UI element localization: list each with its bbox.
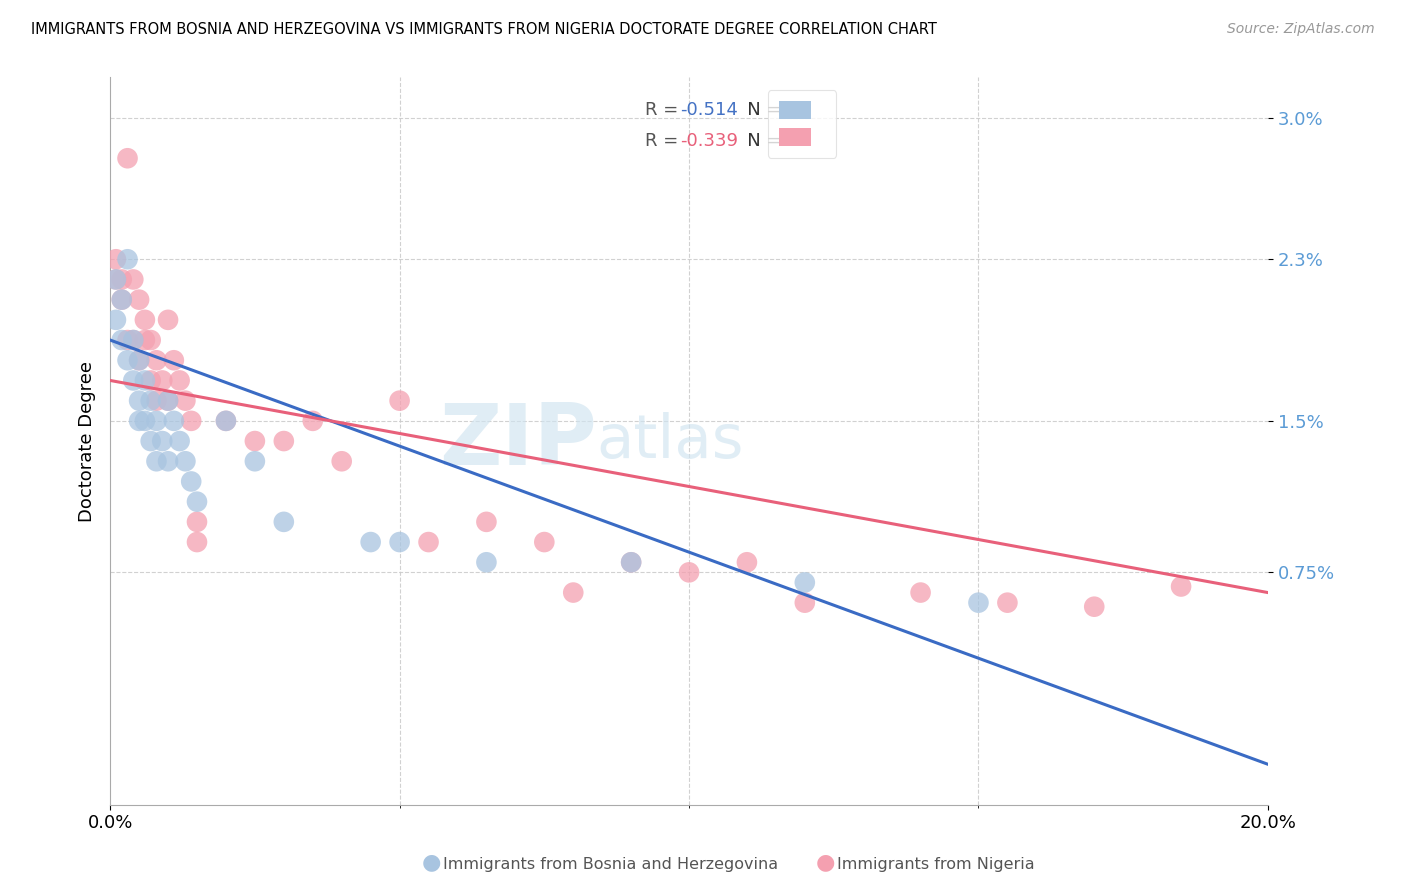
Point: [150, 374, 173, 388]
Point: [301, 414, 323, 428]
Text: ●: ●: [815, 853, 835, 872]
Point: [418, 535, 440, 549]
Point: [111, 293, 134, 307]
Point: [128, 293, 150, 307]
Point: [1170, 580, 1192, 594]
Point: [128, 353, 150, 368]
Point: [620, 555, 643, 569]
Point: [145, 353, 167, 368]
Point: [104, 272, 127, 286]
Point: [139, 434, 162, 448]
Point: [180, 475, 202, 489]
Point: [174, 393, 197, 408]
Text: Source: ZipAtlas.com: Source: ZipAtlas.com: [1227, 22, 1375, 37]
Point: [150, 434, 173, 448]
Text: -0.514: -0.514: [679, 101, 738, 120]
Point: [157, 313, 180, 327]
Point: [215, 414, 238, 428]
Point: [104, 252, 127, 267]
Point: [139, 333, 162, 347]
Point: [111, 272, 134, 286]
Point: [186, 535, 208, 549]
Point: [139, 374, 162, 388]
Text: R =: R =: [645, 101, 685, 120]
Point: [967, 596, 990, 610]
Point: [157, 393, 180, 408]
Point: [620, 555, 643, 569]
Text: Immigrants from Nigeria: Immigrants from Nigeria: [837, 857, 1035, 872]
Point: [157, 454, 180, 468]
Point: [243, 454, 266, 468]
Point: [128, 353, 150, 368]
Point: [475, 555, 498, 569]
Point: [533, 535, 555, 549]
Point: [122, 374, 145, 388]
Point: [163, 414, 186, 428]
Point: [360, 535, 382, 549]
Point: [117, 151, 139, 165]
Point: [111, 333, 134, 347]
Point: [475, 515, 498, 529]
Point: [273, 434, 295, 448]
Point: [793, 596, 815, 610]
Point: [169, 434, 191, 448]
Text: ●: ●: [422, 853, 441, 872]
Point: [997, 596, 1019, 610]
Point: [163, 353, 186, 368]
Text: N = 43: N = 43: [730, 132, 810, 151]
Point: [243, 434, 266, 448]
Point: [145, 393, 167, 408]
Text: ZIP: ZIP: [439, 400, 596, 483]
Point: [145, 414, 167, 428]
Text: atlas: atlas: [596, 411, 744, 471]
Point: [117, 353, 139, 368]
Point: [134, 313, 156, 327]
Text: IMMIGRANTS FROM BOSNIA AND HERZEGOVINA VS IMMIGRANTS FROM NIGERIA DOCTORATE DEGR: IMMIGRANTS FROM BOSNIA AND HERZEGOVINA V…: [31, 22, 936, 37]
Point: [169, 374, 191, 388]
Point: [793, 575, 815, 590]
Point: [215, 414, 238, 428]
Point: [678, 566, 700, 580]
Point: [186, 494, 208, 508]
Point: [273, 515, 295, 529]
Point: [388, 393, 411, 408]
Point: [134, 414, 156, 428]
Text: N = 34: N = 34: [730, 101, 810, 120]
Point: [128, 393, 150, 408]
Point: [388, 535, 411, 549]
Text: Immigrants from Bosnia and Herzegovina: Immigrants from Bosnia and Herzegovina: [443, 857, 778, 872]
Point: [104, 272, 127, 286]
Point: [145, 454, 167, 468]
Point: [122, 272, 145, 286]
Point: [1083, 599, 1105, 614]
Point: [157, 393, 180, 408]
Point: [104, 313, 127, 327]
Point: [128, 414, 150, 428]
Point: [122, 333, 145, 347]
Point: [174, 454, 197, 468]
Point: [139, 393, 162, 408]
Point: [134, 374, 156, 388]
Y-axis label: Doctorate Degree: Doctorate Degree: [79, 360, 96, 522]
Legend: , : ,: [768, 90, 837, 158]
Point: [910, 585, 932, 599]
Text: R =: R =: [645, 132, 685, 151]
Point: [122, 333, 145, 347]
Text: -0.339: -0.339: [679, 132, 738, 151]
Point: [562, 585, 585, 599]
Point: [330, 454, 353, 468]
Point: [117, 333, 139, 347]
Point: [117, 252, 139, 267]
Point: [186, 515, 208, 529]
Point: [180, 414, 202, 428]
Point: [134, 333, 156, 347]
Point: [735, 555, 758, 569]
Point: [111, 293, 134, 307]
